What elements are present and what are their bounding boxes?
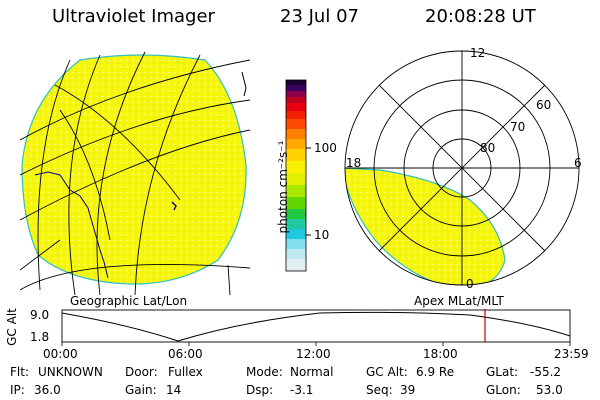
colorbar-unit-label: photon cm⁻²s⁻¹ [276,140,290,234]
color-scale-bar [285,79,311,272]
mlt-6-label: 6 [574,156,582,170]
island [171,201,177,211]
dsp-value: -3.1 [290,383,314,397]
x-tick-1800: 18:00 [423,347,458,361]
glat-label: GLat: [486,365,519,379]
dsp-label: Dsp: [246,383,274,397]
time-label: 20:08:28 UT [425,6,536,27]
mlt-0-label: 0 [466,277,474,291]
x-tick-2359: 23:59 [554,347,589,361]
apex-caption: Apex MLat/MLT [414,294,504,308]
polar-grid [344,50,580,286]
date-label: 23 Jul 07 [280,6,359,27]
x-tick-0600: 06:00 [168,347,203,361]
app-title: Ultraviolet Imager [52,6,215,27]
gain-label: Gain: [125,383,157,397]
lat-lon-grid [20,51,250,296]
mlt-18-label: 18 [346,156,362,170]
colorbar-tick-100: 100 [314,141,337,155]
geographic-caption: Geographic Lat/Lon [70,294,188,308]
mode-label: Mode: [246,365,283,379]
filter-label: Flt: [10,365,29,379]
x-tick-1200: 12:00 [296,347,331,361]
gain-value: 14 [166,383,182,397]
mode-value: Normal [290,365,334,379]
geographic-aurora-region [21,54,247,285]
altitude-ytick-high: 9.0 [30,308,50,322]
glat-value: -55.2 [530,365,562,379]
coastline [34,171,109,279]
glon-label: GLon: [486,383,521,397]
glon-value: 53.0 [536,383,563,397]
ip-label: IP: [10,383,25,397]
gc-alt-label: GC Alt: [366,365,408,379]
map-edge-mark [241,71,247,97]
filter-value: UNKNOWN [38,365,103,379]
door-value: Fullex [168,365,203,379]
lat-70-label: 70 [510,120,526,134]
geographic-map [20,51,250,296]
altitude-ytick-low: 1.8 [30,330,50,344]
lat-60-label: 60 [536,98,552,112]
door-label: Door: [125,365,158,379]
colorbar-tick-10: 10 [314,228,330,242]
gc-alt-value: 6.9 Re [416,365,455,379]
seq-label: Seq: [366,383,393,397]
mlt-12-label: 12 [470,46,486,60]
altitude-plot [61,309,571,346]
altitude-ylabel: GC Alt [5,308,19,346]
polar-plot [344,50,580,286]
x-tick-0000: 00:00 [43,347,78,361]
altitude-curve [61,311,571,342]
seq-value: 39 [400,383,416,397]
lat-80-label: 80 [480,141,496,155]
ip-value: 36.0 [34,383,61,397]
